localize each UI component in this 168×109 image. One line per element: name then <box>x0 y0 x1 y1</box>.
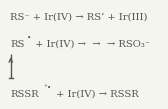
Text: + Ir(IV) → RSSR: + Ir(IV) → RSSR <box>53 90 138 99</box>
Text: RS⁻ + Ir(IV) → RS’ + Ir(III): RS⁻ + Ir(IV) → RS’ + Ir(III) <box>10 12 148 21</box>
Text: + Ir(IV) →  →  → RSO₃⁻: + Ir(IV) → → → RSO₃⁻ <box>32 40 150 49</box>
Text: •: • <box>27 34 31 42</box>
Text: RSSR: RSSR <box>10 90 39 99</box>
Text: ⁺•: ⁺• <box>43 84 51 92</box>
Text: RS: RS <box>10 40 25 49</box>
